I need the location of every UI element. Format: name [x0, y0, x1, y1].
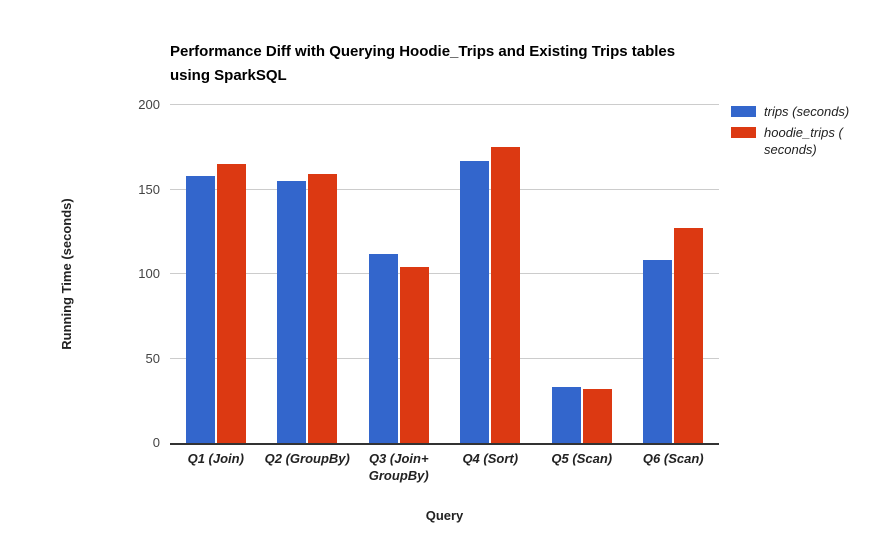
legend-item[interactable]: trips (seconds): [731, 103, 881, 120]
y-tick-label: 100: [138, 266, 160, 281]
bar[interactable]: [399, 267, 429, 443]
bar-group: [353, 105, 445, 443]
gridline: [170, 188, 719, 190]
plot-area: [170, 104, 719, 445]
x-tick-label: Q4 (Sort): [462, 451, 519, 466]
y-tick-label: 200: [138, 97, 160, 112]
bar[interactable]: [491, 147, 521, 443]
y-tick-label: 0: [152, 435, 160, 450]
bar[interactable]: [277, 181, 307, 443]
chart-title: Performance Diff with Querying Hoodie_Tr…: [170, 40, 770, 88]
legend: trips (seconds) hoodie_trips (seconds): [731, 103, 881, 162]
bar[interactable]: [368, 253, 398, 443]
x-tick-label: Q5 (Scan): [551, 451, 613, 466]
bar[interactable]: [643, 260, 673, 443]
legend-label: trips (seconds): [764, 104, 850, 119]
y-tick-label: 150: [138, 181, 160, 197]
legend-swatch: [731, 106, 756, 117]
bar-groups: [170, 105, 719, 443]
x-axis-title: Query: [425, 508, 464, 523]
legend-item[interactable]: hoodie_trips (seconds): [731, 124, 881, 158]
gridline: [170, 273, 719, 274]
bar[interactable]: [674, 228, 704, 443]
x-axis-tick-labels: Q1 (Join) Q2 (GroupBy) Q3 (Join+ GroupBy) Q…: [170, 450, 719, 484]
bar-group: [262, 105, 354, 443]
x-tick-label: Q1 (Join): [187, 451, 244, 466]
chart-title-line-1: Performance Diff with Querying Hoodie_Tr…: [170, 43, 676, 60]
bar[interactable]: [185, 175, 215, 443]
y-tick-label: 50: [145, 350, 160, 366]
x-tick-label: Q6 (Scan): [642, 451, 704, 466]
bar-group: [536, 105, 628, 443]
legend-label: hoodie_trips (seconds): [764, 125, 843, 157]
bar[interactable]: [460, 160, 490, 443]
bar[interactable]: [551, 387, 581, 443]
bar[interactable]: [582, 388, 612, 443]
y-axis-tick-labels: 0 50 100 150 200: [0, 97, 160, 450]
chart-title-line-2: using SparkSQL: [170, 67, 287, 84]
bar-group: [170, 105, 262, 443]
gridline: [170, 104, 719, 105]
gridline: [170, 357, 719, 359]
bar-group: [445, 105, 537, 443]
bar-group: [628, 105, 720, 443]
legend-swatch: [731, 127, 756, 138]
bar[interactable]: [216, 164, 246, 443]
x-tick-label: Q3 (Join+ GroupBy): [368, 451, 429, 483]
x-tick-label: Q2 (GroupBy): [264, 451, 350, 466]
bar[interactable]: [308, 174, 338, 443]
